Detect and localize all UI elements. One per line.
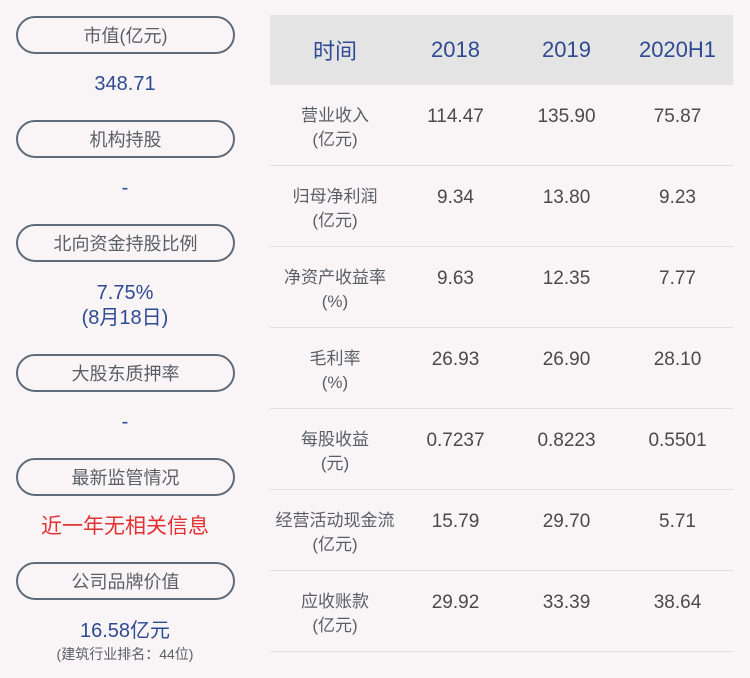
cell: 9.34 bbox=[437, 187, 474, 208]
market-cap-value: 348.71 bbox=[94, 73, 156, 95]
cell: 135.90 bbox=[537, 106, 596, 127]
table-row: 应收账款 (亿元) 29.92 33.39 38.64 bbox=[270, 571, 733, 652]
cell: 0.8223 bbox=[537, 430, 596, 451]
cell: 26.93 bbox=[431, 349, 480, 370]
row-label: 归母净利润 (亿元) bbox=[292, 187, 378, 230]
cell: 9.23 bbox=[659, 187, 696, 208]
row-label: 营业收入 (亿元) bbox=[301, 106, 369, 149]
row-label: 应收账款 (亿元) bbox=[301, 592, 369, 635]
table-row: 营业收入 (亿元) 114.47 135.90 75.87 bbox=[270, 85, 733, 166]
table-row: 净资产收益率 (%) 9.63 12.35 7.77 bbox=[270, 247, 733, 328]
brand-value: 16.58亿元 (建筑行业排名：44位) bbox=[0, 619, 250, 664]
table-row: 归母净利润 (亿元) 9.34 13.80 9.23 bbox=[270, 166, 733, 247]
cell: 0.7237 bbox=[426, 430, 485, 451]
cell: 9.63 bbox=[437, 268, 474, 289]
cell: 0.5501 bbox=[648, 430, 707, 451]
table-row: 毛利率 (%) 26.93 26.90 28.10 bbox=[270, 328, 733, 409]
cell: 75.87 bbox=[653, 106, 702, 127]
cell: 38.64 bbox=[653, 592, 702, 613]
regulatory-status-value: 近一年无相关信息 bbox=[41, 515, 209, 538]
financial-table: 时间 2018 2019 2020H1 营业收入 (亿元) 114.47 135.… bbox=[270, 15, 733, 652]
market-cap-label: 市值(亿元) bbox=[16, 16, 235, 54]
regulatory-status-label: 最新监管情况 bbox=[16, 458, 235, 496]
table-row: 每股收益 (元) 0.7237 0.8223 0.5501 bbox=[270, 409, 733, 490]
northbound-ratio-percent: 7.75% bbox=[96, 282, 154, 304]
northbound-ratio-label: 北向资金持股比例 bbox=[16, 224, 235, 262]
brand-value-label: 公司品牌价值 bbox=[16, 562, 235, 600]
cell: 12.35 bbox=[542, 268, 591, 289]
cell: 33.39 bbox=[542, 592, 591, 613]
row-label: 经营活动现金流 (亿元) bbox=[275, 511, 395, 554]
brand-value-amount: 16.58亿元 bbox=[79, 620, 171, 642]
header-2018: 2018 bbox=[431, 37, 480, 62]
cell: 15.79 bbox=[431, 511, 480, 532]
header-2019: 2019 bbox=[542, 37, 591, 62]
cell: 28.10 bbox=[653, 349, 702, 370]
table-header: 时间 2018 2019 2020H1 bbox=[270, 15, 733, 85]
pledge-ratio-label: 大股东质押率 bbox=[16, 354, 235, 392]
cell: 5.71 bbox=[659, 511, 696, 532]
row-label: 毛利率 (%) bbox=[309, 349, 361, 392]
institutional-holding-value: - bbox=[121, 177, 129, 199]
header-time: 时间 bbox=[312, 39, 357, 64]
cell: 29.70 bbox=[542, 511, 591, 532]
row-label: 每股收益 (元) bbox=[301, 430, 369, 473]
institutional-holding-label: 机构持股 bbox=[16, 120, 235, 158]
northbound-ratio-value: 7.75% (8月18日) bbox=[0, 281, 250, 331]
cell: 26.90 bbox=[542, 349, 591, 370]
table-row: 经营活动现金流 (亿元) 15.79 29.70 5.71 bbox=[270, 490, 733, 571]
cell: 7.77 bbox=[659, 268, 696, 289]
brand-value-rank: (建筑行业排名：44位) bbox=[56, 646, 194, 662]
northbound-ratio-date: (8月18日) bbox=[81, 307, 169, 329]
header-2020h1: 2020H1 bbox=[638, 37, 717, 62]
cell: 13.80 bbox=[542, 187, 591, 208]
cell: 29.92 bbox=[431, 592, 480, 613]
row-label: 净资产收益率 (%) bbox=[284, 268, 386, 311]
pledge-ratio-value: - bbox=[121, 411, 129, 433]
cell: 114.47 bbox=[427, 106, 484, 127]
